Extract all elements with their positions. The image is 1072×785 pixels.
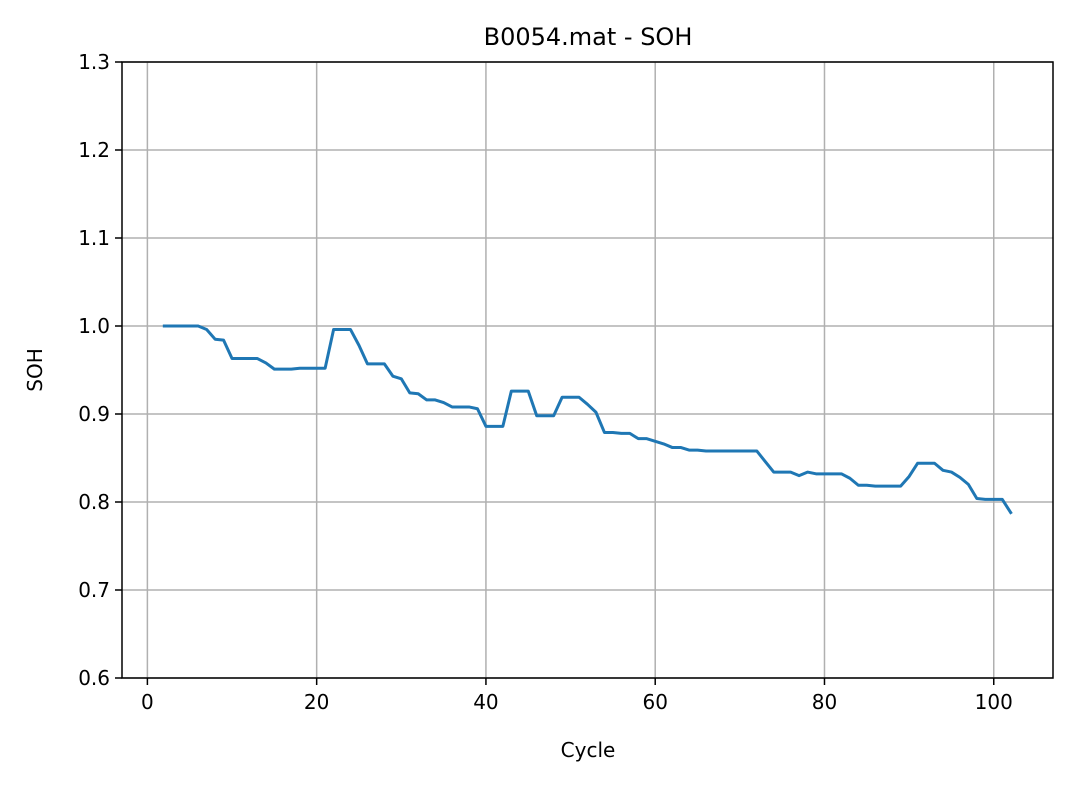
y-tick-label: 0.9 <box>78 402 110 426</box>
soh-series-line <box>162 324 1013 515</box>
y-tick-label: 1.3 <box>78 50 110 74</box>
chart-title: B0054.mat - SOH <box>484 23 693 51</box>
x-tick-label: 60 <box>642 690 667 714</box>
x-axis: 0 20 40 60 80 100 <box>141 678 1013 714</box>
plot-frame <box>121 61 1054 679</box>
x-axis-label: Cycle <box>561 738 616 762</box>
y-tick-label: 0.7 <box>78 578 110 602</box>
x-tick-label: 20 <box>304 690 329 714</box>
y-tick-label: 1.1 <box>78 226 110 250</box>
x-tick-label: 0 <box>141 690 154 714</box>
y-tick-label: 1.2 <box>78 138 110 162</box>
y-tick-label: 0.6 <box>78 666 110 690</box>
y-tick-label: 0.8 <box>78 490 110 514</box>
x-tick-label: 80 <box>812 690 837 714</box>
y-axis: 0.6 0.7 0.8 0.9 1.0 1.1 1.2 1.3 <box>78 50 122 690</box>
y-tick-label: 1.0 <box>78 314 110 338</box>
x-tick-label: 40 <box>473 690 498 714</box>
y-axis-label: SOH <box>23 348 47 391</box>
x-tick-label: 100 <box>975 690 1013 714</box>
series-layer <box>162 324 1013 515</box>
